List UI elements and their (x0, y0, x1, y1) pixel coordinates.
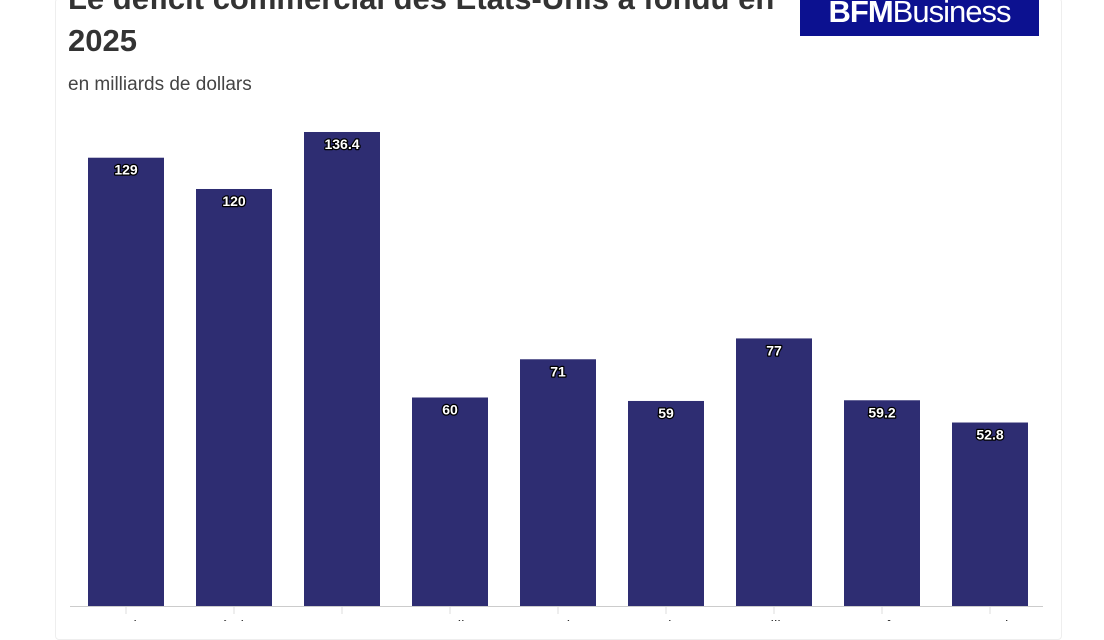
data-label: 120 (222, 193, 246, 209)
bar (736, 338, 812, 606)
chart-subtitle: en milliards de dollars (68, 74, 252, 95)
data-label: 59 (658, 405, 674, 421)
x-tick-label: Février (211, 618, 258, 621)
data-label: 52.8 (976, 427, 1003, 443)
bar (844, 400, 920, 606)
x-tick-label: Août (867, 618, 899, 621)
data-label: 59.2 (868, 404, 895, 420)
bar (196, 188, 272, 606)
data-label: 136.4 (324, 136, 359, 152)
bar (304, 132, 380, 606)
x-tick-label: Mars (325, 618, 358, 621)
bar (952, 422, 1028, 606)
bar (412, 397, 488, 606)
x-tick-label: Juillet (755, 618, 794, 621)
x-tick-label: Janvier (102, 618, 150, 621)
data-label: 60 (442, 401, 458, 417)
x-tick-label: Septembre (953, 618, 1026, 621)
data-label: 71 (550, 363, 566, 379)
bar (520, 359, 596, 606)
bfm-business-logo: BFM Business (800, 0, 1039, 36)
bar (88, 157, 164, 606)
x-tick-label: Mai (546, 618, 570, 621)
x-tick-label: Avril (436, 618, 465, 621)
bar-chart: 129 Janvier 120 Février 136.4 Mars 60 Avril 71 Ma… (70, 132, 1043, 621)
data-label: 77 (766, 342, 782, 358)
x-tick-label: Juin (652, 618, 680, 621)
chart-title: Le déficit commercial des États-Unis a f… (68, 0, 774, 58)
bar (628, 400, 704, 606)
data-label: 129 (114, 162, 138, 178)
